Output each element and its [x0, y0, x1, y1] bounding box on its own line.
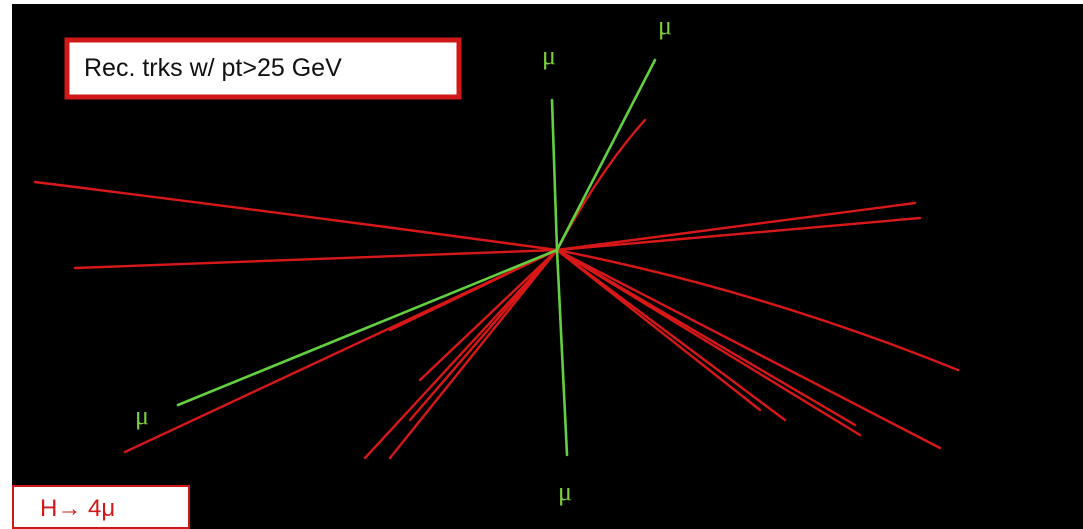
caption-text: H→ 4μ	[40, 495, 115, 522]
muon-label: μ	[558, 477, 572, 506]
event-display: μ μ μ μ Rec. trks w/ pt>25 GeV H→ 4μ	[0, 0, 1083, 529]
muon-label: μ	[135, 401, 149, 430]
page: μ μ μ μ Rec. trks w/ pt>25 GeV H→ 4μ (()…	[0, 0, 1083, 529]
muon-label: μ	[658, 11, 672, 40]
label-text: Rec. trks w/ pt>25 GeV	[84, 54, 342, 82]
muon-label: μ	[542, 41, 556, 70]
